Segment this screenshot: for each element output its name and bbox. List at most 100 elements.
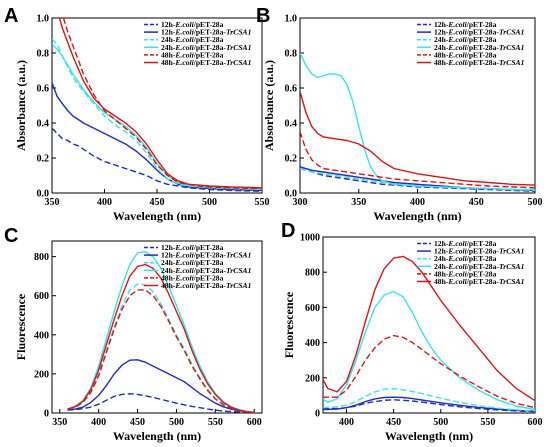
legend-label: 48h-E.coli/pET-28a <box>161 50 224 59</box>
legend-label-part: /pET-28a <box>193 35 224 44</box>
legend-label-part: E.coli <box>174 243 194 252</box>
series-lines <box>300 52 535 192</box>
x-axis-title: Wavelength (nm) <box>373 209 461 223</box>
legend-label-part: TrCSA1 <box>226 251 252 260</box>
legend-label-part: 24h- <box>161 43 176 52</box>
y-tick-label: 0.0 <box>37 189 50 200</box>
series-line-3 <box>323 388 535 412</box>
x-tick-label: 400 <box>410 197 425 208</box>
legend-label-part: E.coli <box>447 239 467 248</box>
legend-label: 24h-E.coli/pET-28a <box>434 35 497 44</box>
legend-label-part: /pET-28a- <box>466 277 500 286</box>
y-tick-label: 800 <box>305 268 320 279</box>
series-lines <box>52 18 262 192</box>
x-tick-label: 400 <box>91 417 106 428</box>
y-tick-label: 400 <box>305 338 320 349</box>
legend-label: 48h-E.coli/pET-28a-TrCSA1 <box>161 281 252 290</box>
legend-label-part: TrCSA1 <box>226 266 252 275</box>
legend-label-part: /pET-28a <box>193 50 224 59</box>
legend-label-part: E.coli <box>447 269 467 278</box>
y-tick-label: 0.0 <box>285 189 298 200</box>
x-tick-label: 350 <box>351 197 366 208</box>
legend-label-part: TrCSA1 <box>499 28 525 37</box>
legend-label-part: 24h- <box>434 35 449 44</box>
y-tick-label: 400 <box>34 330 49 341</box>
legend-label: 24h-E.coli/pET-28a-TrCSA1 <box>434 262 525 271</box>
series-line-1 <box>67 393 255 413</box>
y-tick-label: 0.2 <box>285 154 298 165</box>
series-line-2 <box>67 359 255 413</box>
y-tick-label: 0.8 <box>285 49 298 60</box>
legend-label-part: TrCSA1 <box>226 28 252 37</box>
legend-label: 12h-E.coli/pET-28a-TrCSA1 <box>161 28 252 37</box>
x-axis-title: Wavelength (nm) <box>385 429 473 443</box>
series-line-2 <box>323 396 535 412</box>
y-tick-label: 0 <box>44 409 49 420</box>
plot-frame <box>322 236 536 414</box>
legend-label-part: 12h- <box>434 28 449 37</box>
legend-label-part: 48h- <box>161 58 176 67</box>
legend-label-part: TrCSA1 <box>499 58 525 67</box>
panel-letter: D <box>281 220 295 242</box>
x-tick-label: 450 <box>386 417 401 428</box>
x-tick-label: 500 <box>202 197 217 208</box>
legend-label-part: 12h- <box>161 28 176 37</box>
y-tick-label: 1.0 <box>285 14 298 25</box>
legend-label-part: /pET-28a <box>466 254 497 263</box>
legend-label-part: /pET-28a- <box>193 281 227 290</box>
legend-label: 48h-E.coli/pET-28a-TrCSA1 <box>434 58 525 67</box>
chart-panel-b: B 300 350 400 450 500 0.0 0.2 0.4 0.6 0.8 1.0 Wavele… <box>256 5 543 223</box>
y-tick-label: 0.4 <box>285 119 298 130</box>
legend-label-part: /pET-28a- <box>193 28 227 37</box>
legend-label-part: /pET-28a <box>193 243 224 252</box>
y-axis-title: Fluorescence <box>14 293 28 360</box>
legend-label-part: 12h- <box>434 239 449 248</box>
legend-label-part: 48h- <box>434 58 449 67</box>
legend-label-part: /pET-28a- <box>193 43 227 52</box>
x-tick-label: 400 <box>97 197 112 208</box>
legend-label-part: E.coli <box>447 35 467 44</box>
legend-label: 12h-E.coli/pET-28a <box>161 243 224 252</box>
x-tick-label: 300 <box>293 197 308 208</box>
legend-label-part: TrCSA1 <box>226 58 252 67</box>
legend-label-part: E.coli <box>447 254 467 263</box>
legend: 12h-E.coli/pET-28a12h-E.coli/pET-28a-TrC… <box>144 20 252 67</box>
y-axis-title: Absorbance (a.u.) <box>14 60 28 151</box>
chart-panel-d: D 400 450 500 550 600 0 200 400 600 800 1000 Wavelen… <box>281 220 543 443</box>
legend-label-part: 48h- <box>161 273 176 282</box>
series-line-6 <box>300 91 535 186</box>
y-tick-label: 0.8 <box>37 49 50 60</box>
legend-label-part: TrCSA1 <box>499 277 525 286</box>
panel-letter: A <box>4 5 18 27</box>
legend-label-part: E.coli <box>174 281 194 290</box>
x-axis-title: Wavelength (nm) <box>113 209 201 223</box>
legend-label-part: E.coli <box>447 277 467 286</box>
legend-label-part: E.coli <box>447 58 467 67</box>
legend-label: 24h-E.coli/pET-28a <box>161 258 224 267</box>
legend-label-part: 12h- <box>161 243 176 252</box>
series-line-4 <box>67 251 255 413</box>
legend-label: 24h-E.coli/pET-28a-TrCSA1 <box>161 43 252 52</box>
legend-label-part: E.coli <box>174 273 194 282</box>
y-tick-label: 0.2 <box>37 154 50 165</box>
legend-label: 48h-E.coli/pET-28a <box>161 273 224 282</box>
legend: 12h-E.coli/pET-28a12h-E.coli/pET-28a-TrC… <box>144 243 252 290</box>
legend-label-part: /pET-28a- <box>466 262 500 271</box>
series-line-5 <box>62 18 262 190</box>
legend-label-part: 12h- <box>434 20 449 29</box>
series-line-2 <box>52 82 262 192</box>
legend-label-part: /pET-28a <box>466 239 497 248</box>
series-line-4 <box>300 52 535 191</box>
legend-label: 12h-E.coli/pET-28a-TrCSA1 <box>434 247 525 256</box>
legend-label-part: 48h- <box>434 269 449 278</box>
series-lines <box>67 251 255 413</box>
legend-label-part: E.coli <box>447 247 467 256</box>
legend-label-part: TrCSA1 <box>226 43 252 52</box>
y-tick-label: 1.0 <box>37 14 50 25</box>
y-tick-label: 0.6 <box>285 84 298 95</box>
series-line-3 <box>67 283 255 413</box>
series-line-1 <box>52 127 262 192</box>
legend-label: 12h-E.coli/pET-28a-TrCSA1 <box>161 251 252 260</box>
legend-label-part: /pET-28a- <box>466 58 500 67</box>
y-tick-label: 0.4 <box>37 119 50 130</box>
